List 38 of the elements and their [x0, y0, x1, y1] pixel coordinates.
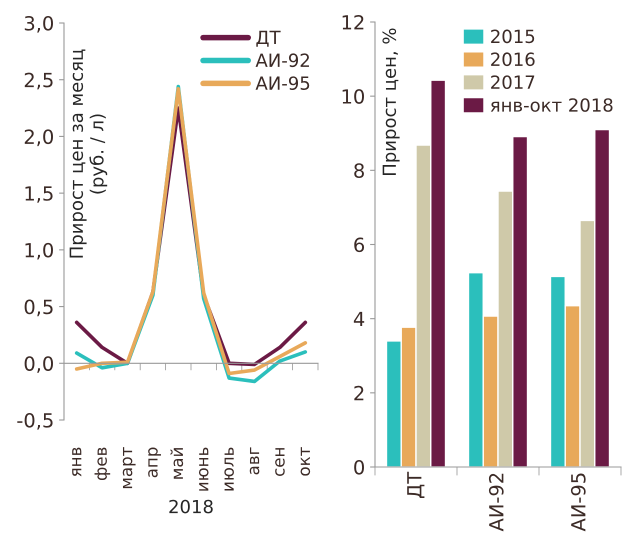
y-tick-label: 1,5 — [25, 186, 53, 203]
x-tick-label: АИ-95 — [570, 474, 586, 532]
y-tick-label: 1,0 — [25, 242, 53, 260]
x-tick-label: янв — [72, 448, 82, 476]
x-tick-label: авг — [250, 447, 260, 474]
legend-label: АИ-92 — [256, 53, 309, 68]
legend-label: ДТ — [256, 30, 281, 47]
y-tick-label: 4 — [354, 312, 364, 326]
x-tick-label: фев — [94, 448, 110, 480]
y-tick-label: 0 — [354, 460, 364, 475]
y-tick-label: 6 — [354, 237, 364, 252]
x-axis-title: 2018 — [169, 500, 213, 514]
x-tick-label: июль — [224, 448, 234, 490]
legend-label: 2015 — [491, 30, 534, 44]
legend-label: 2017 — [491, 75, 534, 89]
y-tick-label: 2,0 — [24, 129, 53, 146]
x-tick-label: июнь — [198, 448, 209, 491]
x-tick-label: АИ-92 — [488, 474, 504, 532]
x-tick-label: апр — [148, 448, 161, 478]
x-tick-label: окт — [300, 447, 310, 476]
x-tick-label: май — [170, 448, 184, 479]
x-tick-label: сен — [275, 448, 285, 476]
y-tick-label: 10 — [342, 89, 364, 104]
legend-label: янв-окт 2018 — [490, 98, 613, 112]
y-tick-label: 3,0 — [24, 16, 53, 33]
y-tick-label: 12 — [342, 14, 364, 30]
y-axis-title: Прирост цен за месяц (руб. / л) — [70, 50, 108, 258]
x-tick-label: ДТ — [407, 472, 424, 498]
y-tick-label: 8 — [354, 163, 364, 178]
x-tick-label: март — [122, 447, 136, 488]
y-axis-title: Прирост цен, % — [382, 28, 400, 175]
y-tick-label: 0,0 — [24, 356, 53, 373]
y-tick-label: -0,5 — [17, 412, 53, 430]
legend-label: АИ-95 — [256, 76, 310, 90]
y-tick-label: 0,5 — [24, 300, 53, 316]
legend-label: 2016 — [491, 52, 535, 66]
y-tick-label: 2,5 — [24, 72, 53, 90]
y-tick-label: 2 — [354, 386, 364, 400]
